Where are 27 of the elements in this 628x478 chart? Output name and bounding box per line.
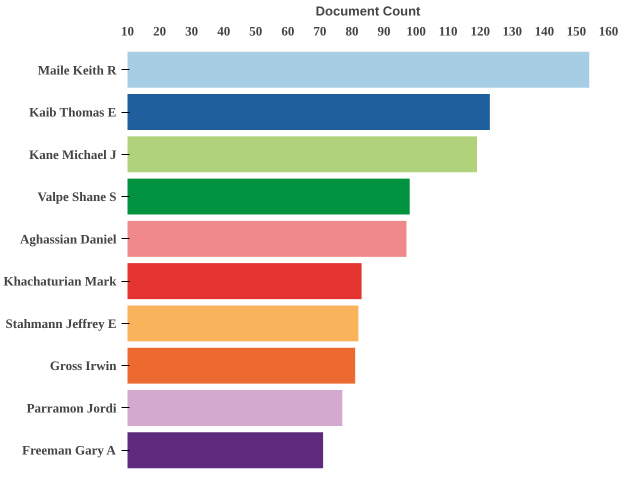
x-tick-label: 80 [345,24,358,38]
x-tick-label: 160 [598,24,618,38]
x-tick-label: 10 [121,24,134,38]
x-tick-label: 140 [534,24,554,38]
y-tick-label: Kaib Thomas E [29,104,116,120]
x-tick-label: 150 [566,24,586,38]
x-tick-label: 40 [217,24,230,38]
x-tick-label: 20 [153,24,166,38]
x-tick-label: 60 [281,24,294,38]
x-tick-label: 90 [378,24,391,38]
y-tick-label: Gross Irwin [50,358,118,374]
x-tick-label: 50 [249,24,262,38]
y-tick-label: Valpe Shane S [38,189,117,204]
y-tick-label: Stahmann Jeffrey E [6,316,116,331]
x-tick-label: 70 [313,24,326,38]
x-tick-label: 130 [502,24,522,38]
y-tick-label: Khachaturian Mark [3,274,118,289]
y-tick-label: Parramon Jordi [26,400,117,416]
y-tick-label: Maile Keith R [38,62,118,78]
y-tick-label: Freeman Gary A [22,442,116,458]
y-tick-label: Kane Michael J [29,146,117,162]
x-tick-label: 100 [406,24,426,38]
x-axis-title: Document Count [316,4,422,18]
x-tick-label: 110 [438,24,458,38]
x-tick-label: 30 [185,24,198,38]
y-tick-label: Aghassian Daniel [20,231,117,246]
x-tick-label: 120 [470,24,490,38]
